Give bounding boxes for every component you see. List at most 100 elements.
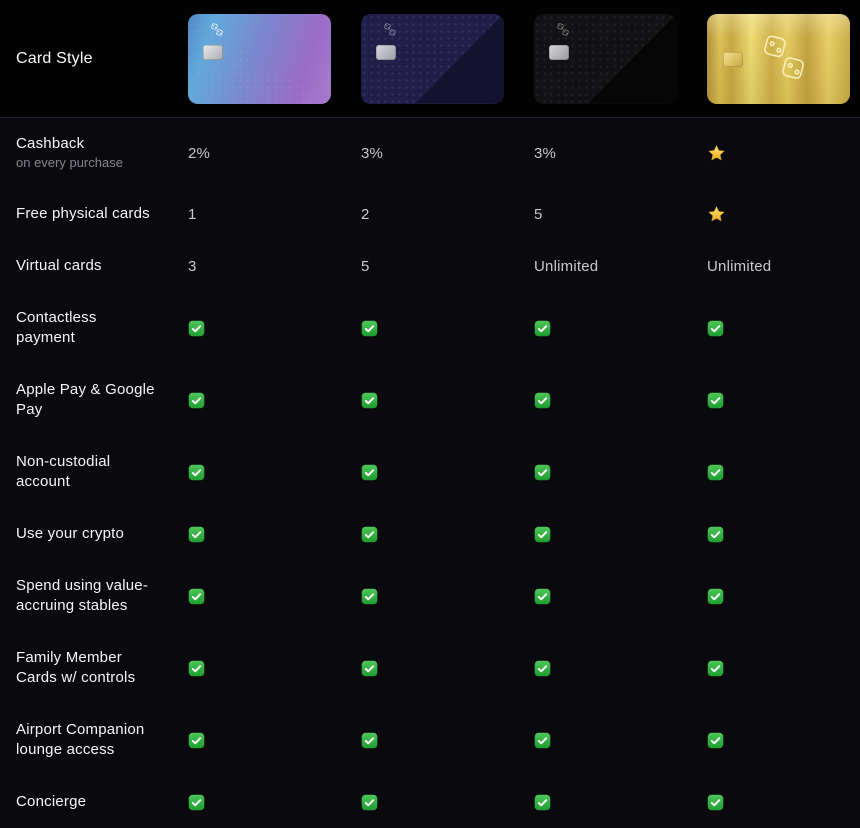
card-style-option-navy[interactable] <box>361 13 504 104</box>
feature-value: 5 <box>361 257 370 275</box>
check-icon <box>707 794 724 811</box>
feature-value: Unlimited <box>534 257 599 275</box>
feature-value-cell <box>188 588 331 605</box>
feature-label: Use your crypto <box>16 525 125 542</box>
card-chip <box>549 44 569 60</box>
check-icon <box>534 732 551 749</box>
feature-value: 3% <box>534 144 557 162</box>
table-row: Non-custodial account <box>0 436 860 508</box>
feature-label-cell: Free physical cards <box>16 204 158 224</box>
feature-value-cell: 3 <box>188 258 331 275</box>
feature-value-cell: 3% <box>534 145 677 162</box>
feature-value-cell <box>361 660 504 677</box>
feature-value-cell <box>534 794 677 811</box>
check-icon <box>188 732 205 749</box>
feature-label-cell: Virtual cards <box>16 256 158 276</box>
brand-logo-outline-icon <box>755 30 813 88</box>
card-navy <box>361 13 504 104</box>
check-icon <box>361 320 378 337</box>
feature-label-cell: Concierge <box>16 792 158 812</box>
feature-value: 5 <box>534 205 543 223</box>
feature-value-cell: Unlimited <box>707 258 850 275</box>
brand-logo-icon <box>555 22 571 38</box>
table-row: Spend using value-accruing stables <box>0 560 860 632</box>
feature-value-cell <box>534 392 677 409</box>
feature-value-cell <box>707 526 850 543</box>
feature-value-cell <box>707 464 850 481</box>
feature-label: Free physical cards <box>16 205 150 222</box>
card-style-option-blue[interactable] <box>188 13 331 104</box>
feature-value-cell <box>707 660 850 677</box>
feature-value-cell <box>707 588 850 605</box>
table-row: Free physical cards 1 2 5 <box>0 188 860 240</box>
feature-value-cell <box>188 660 331 677</box>
check-icon <box>361 588 378 605</box>
feature-value-cell: 5 <box>361 258 504 275</box>
check-icon <box>361 732 378 749</box>
check-icon <box>361 660 378 677</box>
feature-value: Unlimited <box>707 257 772 275</box>
table-row: Contactless payment <box>0 292 860 364</box>
check-icon <box>188 392 205 409</box>
table-row: Cashback on every purchase 2% 3% 3% <box>0 118 860 188</box>
feature-value-cell: 3% <box>361 145 504 162</box>
feature-value-cell <box>361 588 504 605</box>
check-icon <box>707 588 724 605</box>
feature-value-cell <box>361 732 504 749</box>
feature-label: Virtual cards <box>16 257 102 274</box>
feature-label-cell: Contactless payment <box>16 308 158 348</box>
feature-value-cell <box>534 526 677 543</box>
table-row: Apple Pay & Google Pay <box>0 364 860 436</box>
table-row: Family Member Cards w/ controls <box>0 632 860 704</box>
check-icon <box>361 794 378 811</box>
feature-value-cell <box>707 205 850 224</box>
feature-label: Apple Pay & Google Pay <box>16 381 155 418</box>
card-style-option-gold[interactable] <box>707 13 850 104</box>
feature-value-cell: 1 <box>188 206 331 223</box>
feature-label: Concierge <box>16 793 87 810</box>
header-divider <box>0 117 860 118</box>
feature-label-cell: Cashback on every purchase <box>16 134 158 172</box>
feature-value-cell <box>188 464 331 481</box>
feature-value-cell: Unlimited <box>534 258 677 275</box>
check-icon <box>188 794 205 811</box>
brand-logo-icon <box>209 22 225 38</box>
card-style-option-black[interactable] <box>534 13 677 104</box>
feature-value: 3% <box>361 144 384 162</box>
check-icon <box>707 320 724 337</box>
check-icon <box>188 464 205 481</box>
check-icon <box>534 392 551 409</box>
feature-value-cell <box>361 464 504 481</box>
feature-value-cell <box>534 320 677 337</box>
feature-value: 2 <box>361 205 370 223</box>
feature-value: 1 <box>188 205 197 223</box>
check-icon <box>361 392 378 409</box>
feature-value-cell <box>361 794 504 811</box>
card-blue-gradient <box>188 13 331 104</box>
card-chip <box>376 44 396 60</box>
feature-value-cell: 2 <box>361 206 504 223</box>
card-gold <box>707 13 850 104</box>
feature-value-cell <box>534 732 677 749</box>
check-icon <box>707 392 724 409</box>
card-black <box>534 13 677 104</box>
feature-value-cell <box>188 320 331 337</box>
check-icon <box>534 320 551 337</box>
feature-value-cell <box>707 320 850 337</box>
check-icon <box>534 794 551 811</box>
check-icon <box>361 464 378 481</box>
check-icon <box>707 732 724 749</box>
feature-value-cell <box>188 732 331 749</box>
table-row: Use your crypto <box>0 508 860 560</box>
check-icon <box>534 588 551 605</box>
check-icon <box>534 526 551 543</box>
table-row: Concierge <box>0 776 860 828</box>
feature-value: 2% <box>188 144 211 162</box>
feature-value-cell <box>534 464 677 481</box>
feature-value-cell <box>707 794 850 811</box>
feature-rows: Cashback on every purchase 2% 3% 3% Free… <box>0 118 860 828</box>
feature-label-cell: Use your crypto <box>16 524 158 544</box>
feature-label: Cashback <box>16 135 85 152</box>
check-icon <box>188 660 205 677</box>
